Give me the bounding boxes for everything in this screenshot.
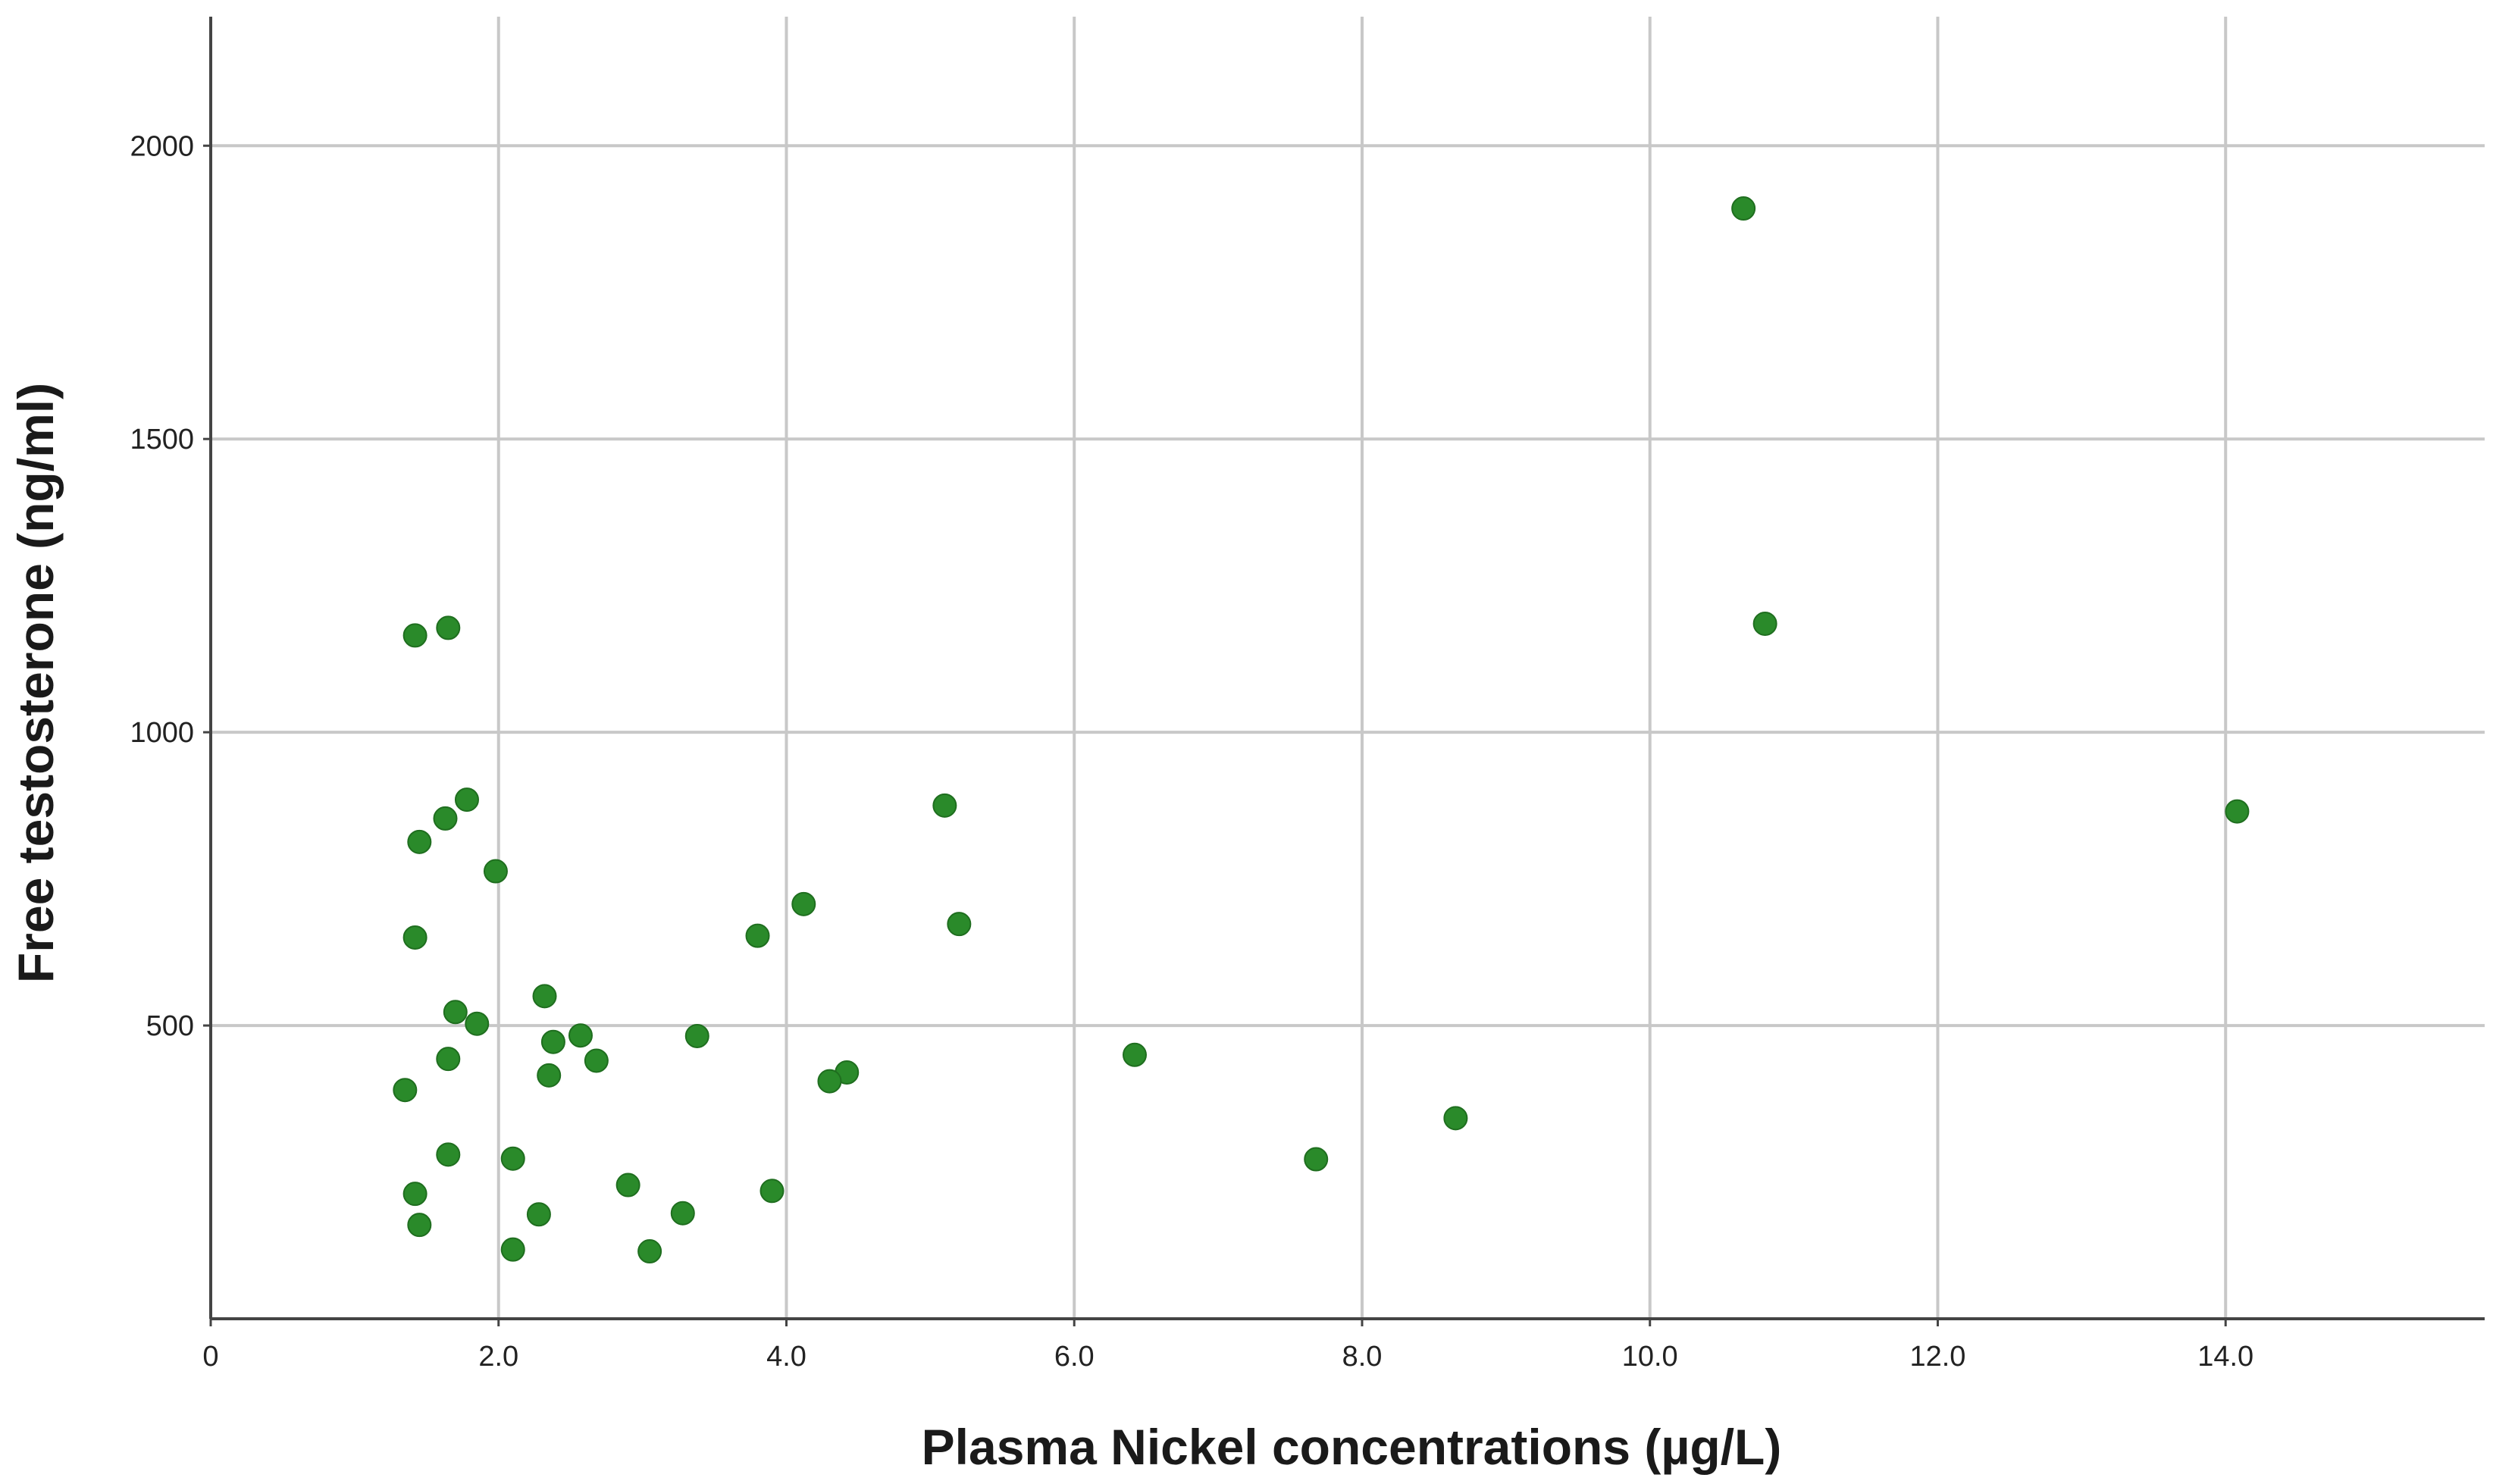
data-point <box>670 1201 695 1226</box>
data-point <box>759 1179 785 1204</box>
x-axis-ticks: 0 2.0 4.0 6.0 8.0 10.0 12.0 14.0 <box>202 1319 2253 1373</box>
data-point <box>532 984 557 1009</box>
data-point <box>402 925 428 950</box>
data-point <box>684 1023 709 1048</box>
x-tick-label: 8.0 <box>1342 1341 1383 1373</box>
data-point <box>1122 1042 1147 1067</box>
data-point <box>500 1146 525 1171</box>
x-tick-label: 14.0 <box>2197 1341 2253 1373</box>
x-tick-label: 12.0 <box>1909 1341 1965 1373</box>
y-tick-label: 500 <box>146 1010 194 1042</box>
data-point <box>465 1011 490 1036</box>
data-point <box>393 1078 418 1103</box>
data-point <box>745 923 770 948</box>
data-point <box>454 787 479 812</box>
data-point <box>932 793 957 818</box>
data-point <box>443 1000 468 1025</box>
y-tick-label: 1000 <box>130 717 194 749</box>
data-point <box>436 1142 461 1167</box>
data-point <box>526 1202 551 1227</box>
data-point <box>1731 196 1756 221</box>
axes <box>209 17 2485 1320</box>
data-point <box>637 1239 662 1264</box>
data-point <box>2225 799 2250 824</box>
data-point <box>402 623 428 648</box>
data-point <box>540 1029 565 1054</box>
data-point <box>407 829 432 854</box>
data-point <box>407 1213 432 1238</box>
y-tick-label: 2000 <box>130 130 194 162</box>
data-point <box>584 1048 609 1073</box>
y-tick-label: 1500 <box>130 424 194 456</box>
y-axis-title: Free testosterone (ng/ml) <box>8 383 64 983</box>
data-point <box>537 1063 562 1088</box>
data-point <box>436 1047 461 1072</box>
data-points <box>393 196 2250 1264</box>
data-point <box>500 1237 525 1262</box>
data-point <box>1443 1106 1468 1131</box>
data-point <box>947 912 972 937</box>
data-point <box>402 1182 428 1207</box>
data-point <box>436 615 461 640</box>
x-tick-label: 10.0 <box>1622 1341 1678 1373</box>
data-point <box>1752 611 1777 636</box>
x-axis-title: Plasma Nickel concentrations (µg/L) <box>922 1419 1782 1475</box>
x-tick-label: 0 <box>202 1341 218 1373</box>
x-tick-label: 4.0 <box>766 1341 806 1373</box>
x-tick-label: 6.0 <box>1054 1341 1095 1373</box>
data-point <box>817 1069 842 1094</box>
data-point <box>615 1172 640 1198</box>
data-point <box>483 859 508 884</box>
grid-lines <box>211 17 2485 1319</box>
data-point <box>791 891 816 916</box>
y-axis-ticks: 500 1000 1500 2000 <box>130 130 211 1042</box>
x-tick-label: 2.0 <box>478 1341 518 1373</box>
data-point <box>433 806 458 831</box>
data-point <box>568 1023 593 1048</box>
data-point <box>1304 1147 1329 1172</box>
